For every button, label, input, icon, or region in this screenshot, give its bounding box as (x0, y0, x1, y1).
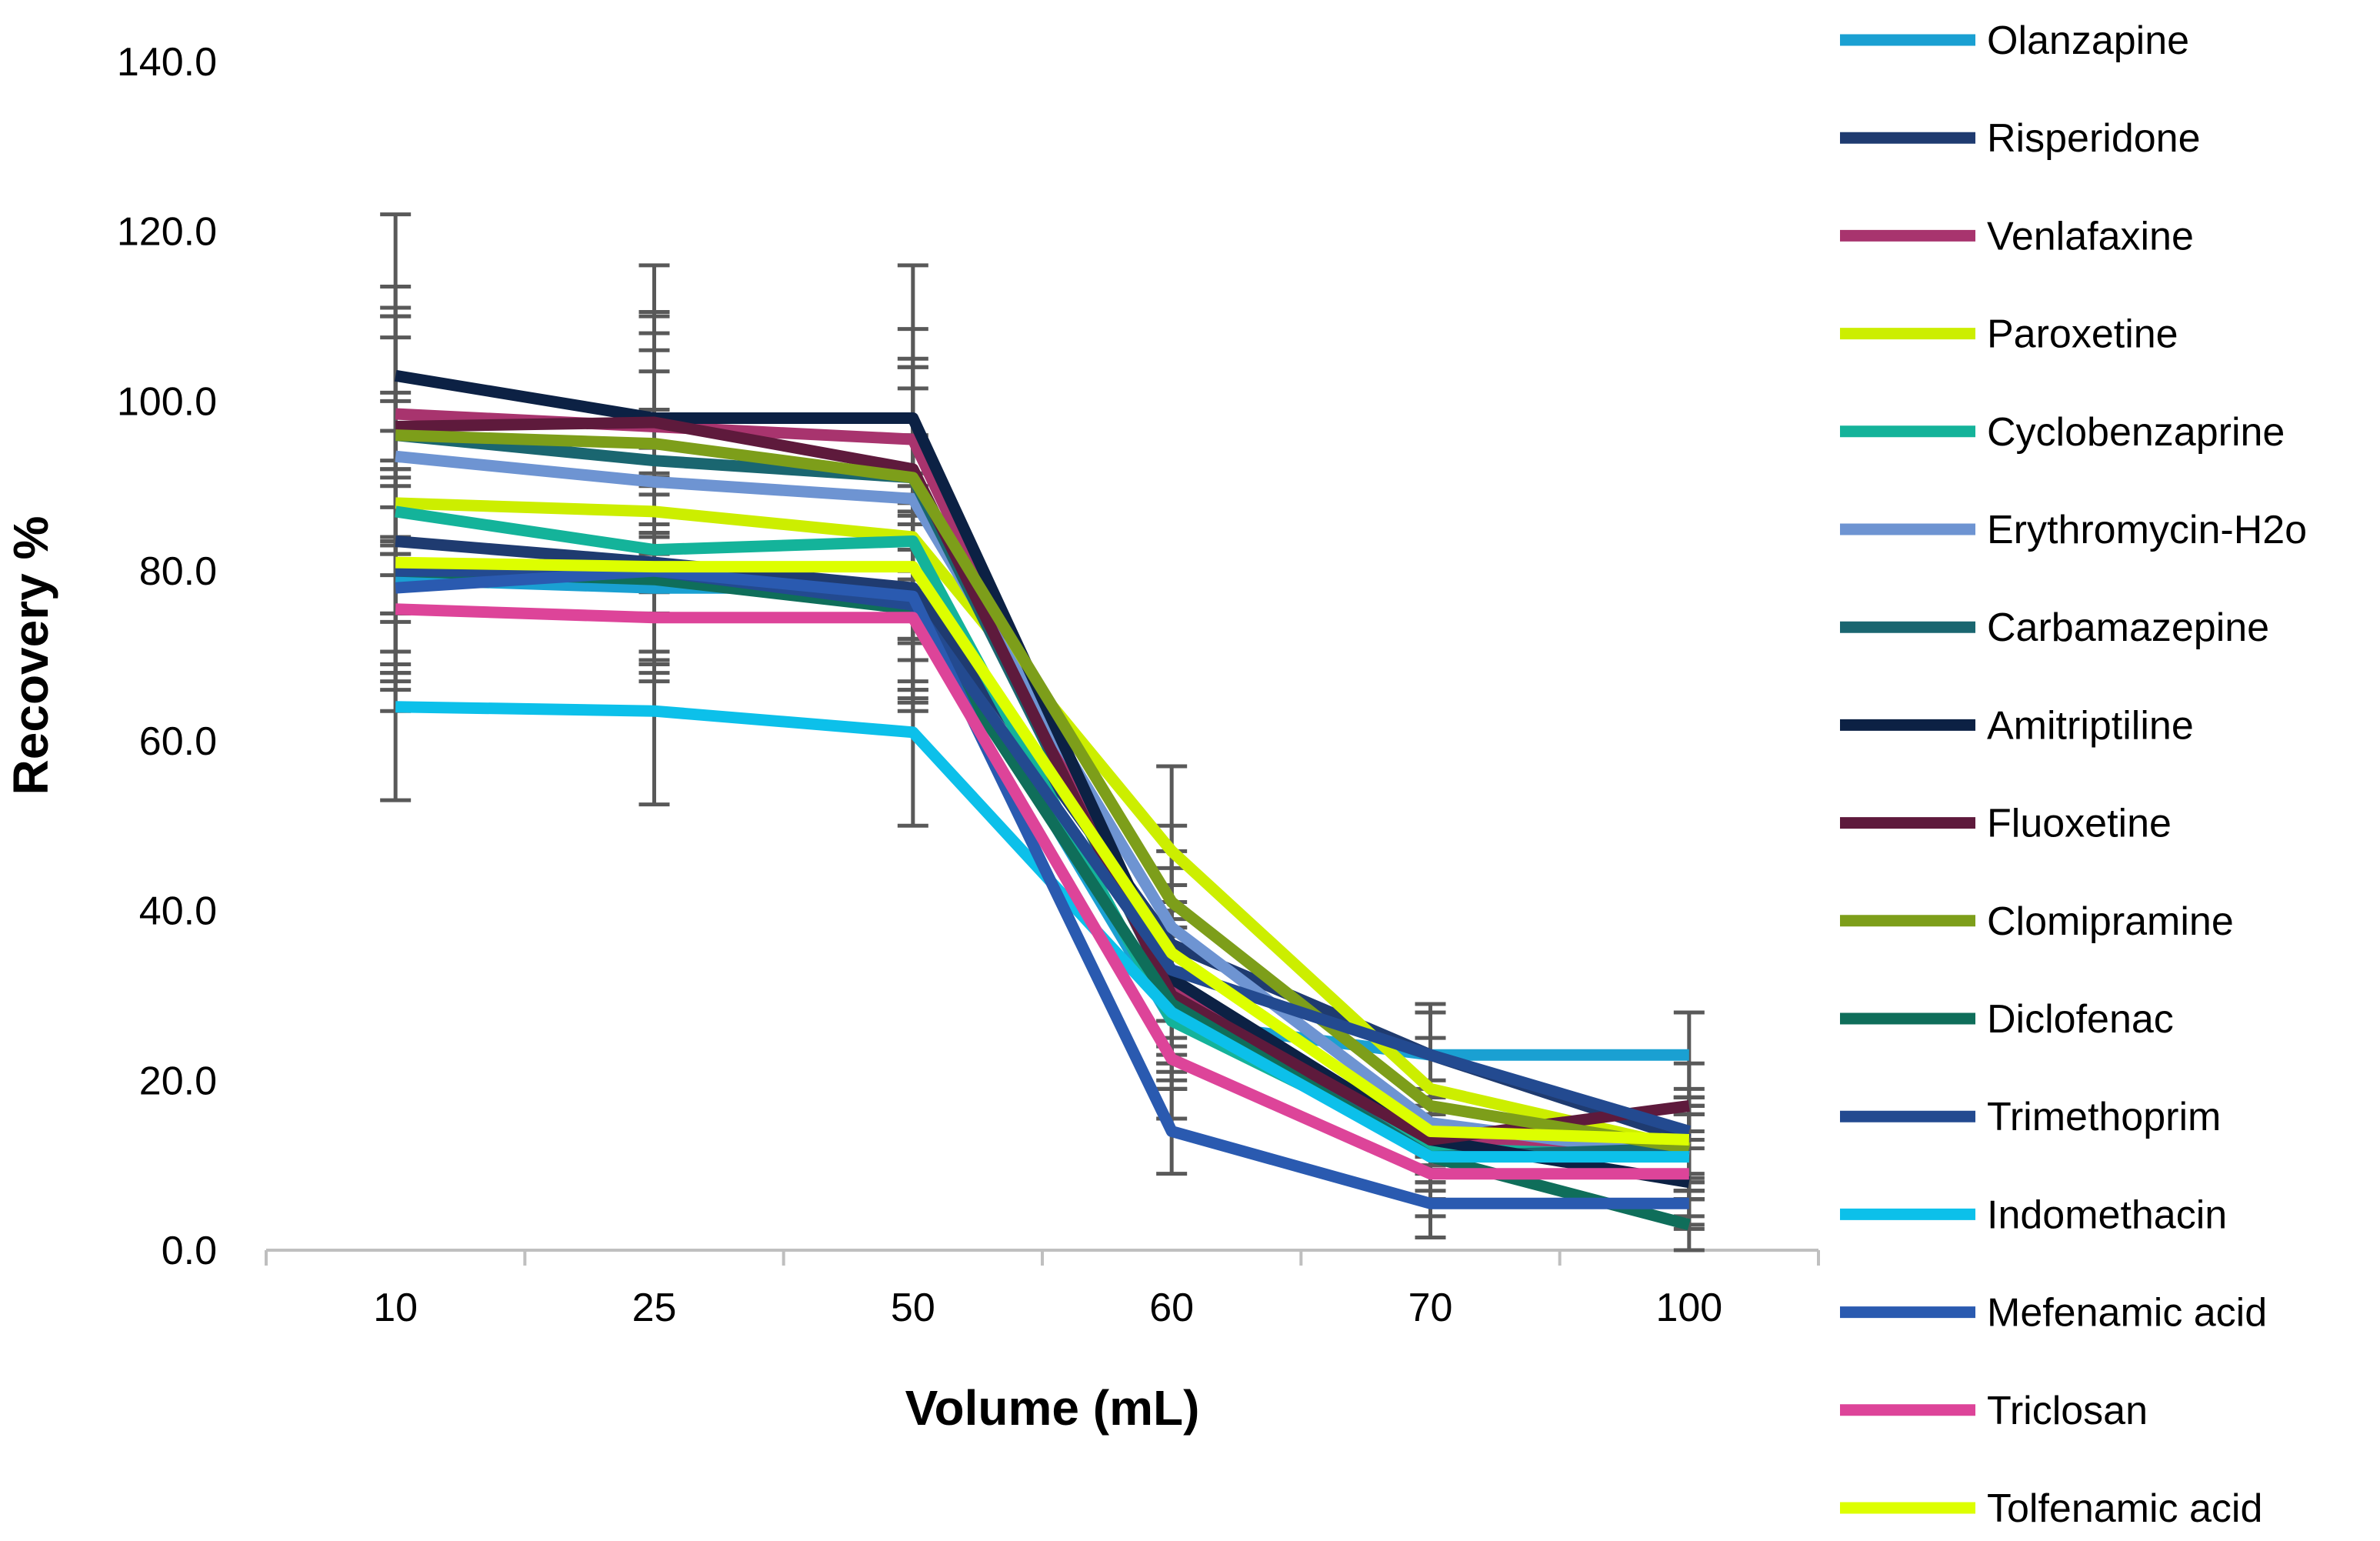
legend-label-indomethacin: Indomethacin (1987, 1192, 2227, 1237)
legend-label-erythromycin-h2o: Erythromycin-H2o (1987, 508, 2307, 552)
legend-label-fluoxetine: Fluoxetine (1987, 802, 2172, 846)
legend: Olanzapine Risperidone Venlafaxine Paroxeti… (1840, 18, 2307, 1531)
x-axis-title: Volume (mL) (905, 1380, 1200, 1436)
series-line-mefenamic-acid (395, 565, 1689, 1209)
legend-label-risperidone: Risperidone (1987, 116, 2201, 161)
x-tick-label: 25 (632, 1286, 677, 1330)
legend-label-mefenamic-acid: Mefenamic acid (1987, 1291, 2267, 1336)
y-tick-label: 20.0 (139, 1059, 217, 1103)
y-tick-label: 100.0 (117, 379, 217, 424)
series-line-tolfenamic-acid (395, 556, 1690, 1146)
x-tick-label: 60 (1149, 1286, 1194, 1330)
series-line-olanzapine (395, 573, 1689, 1061)
legend-label-triclosan: Triclosan (1987, 1389, 2148, 1433)
x-tick-label: 70 (1408, 1286, 1453, 1330)
series-line-triclosan (395, 603, 1689, 1180)
legend-label-venlafaxine: Venlafaxine (1987, 214, 2194, 259)
series-line-clomipramine (395, 429, 1691, 1155)
legend-label-olanzapine: Olanzapine (1987, 18, 2189, 63)
legend-label-carbamazepine: Carbamazepine (1987, 605, 2269, 650)
legend-label-paroxetine: Paroxetine (1987, 312, 2178, 357)
legend-label-amitriptiline: Amitriptiline (1987, 703, 2194, 748)
legend-label-cyclobenzaprine: Cyclobenzaprine (1987, 410, 2285, 455)
chart-axes: 10 25 50 60 70 100 0.0 20.0 40.0 60.0 80.0 100.0 120… (117, 40, 1820, 1330)
x-tick-label: 50 (891, 1286, 935, 1330)
y-tick-label: 0.0 (162, 1229, 217, 1273)
legend-label-diclofenac: Diclofenac (1987, 997, 2174, 1042)
y-tick-label: 80.0 (139, 549, 217, 594)
y-tick-label: 60.0 (139, 719, 217, 764)
x-tick-label: 10 (373, 1286, 418, 1330)
series-lines (394, 369, 1692, 1231)
y-tick-label: 40.0 (139, 889, 217, 934)
y-axis-title: Recovery % (3, 516, 58, 796)
y-tick-label: 120.0 (117, 210, 217, 255)
y-tick-label: 140.0 (117, 40, 217, 85)
legend-label-clomipramine: Clomipramine (1987, 899, 2234, 944)
legend-label-trimethoprim: Trimethoprim (1987, 1095, 2221, 1139)
x-tick-label: 100 (1655, 1286, 1722, 1330)
legend-label-tolfenamic-acid: Tolfenamic acid (1987, 1486, 2262, 1531)
